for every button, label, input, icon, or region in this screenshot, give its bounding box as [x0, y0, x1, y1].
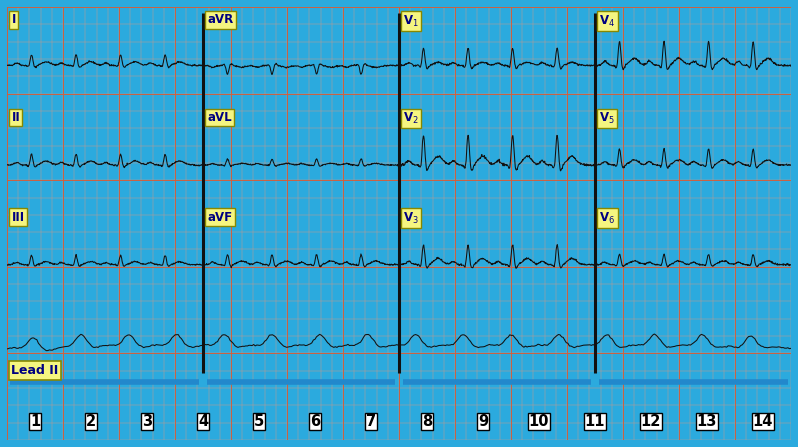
Text: Lead II: Lead II	[11, 364, 59, 377]
Text: 14: 14	[753, 414, 773, 429]
Text: V$_3$: V$_3$	[404, 211, 419, 226]
Text: 2: 2	[86, 414, 96, 429]
Text: 4: 4	[198, 414, 208, 429]
Text: 1: 1	[30, 414, 40, 429]
Text: V$_2$: V$_2$	[404, 111, 419, 126]
Text: V$_4$: V$_4$	[599, 13, 615, 29]
Text: II: II	[11, 111, 20, 124]
Text: aVL: aVL	[207, 111, 232, 124]
Text: 8: 8	[422, 414, 433, 429]
Text: V$_5$: V$_5$	[599, 111, 615, 126]
Text: 12: 12	[641, 414, 662, 429]
Text: 13: 13	[697, 414, 717, 429]
Text: 10: 10	[529, 414, 549, 429]
Text: I: I	[11, 13, 16, 26]
Text: 6: 6	[310, 414, 320, 429]
Text: V$_6$: V$_6$	[599, 211, 615, 226]
Text: 3: 3	[142, 414, 152, 429]
Text: 5: 5	[254, 414, 264, 429]
Text: V$_1$: V$_1$	[404, 13, 419, 29]
Text: 11: 11	[585, 414, 605, 429]
Text: 7: 7	[366, 414, 376, 429]
Text: III: III	[11, 211, 25, 224]
Text: 9: 9	[478, 414, 488, 429]
Text: aVR: aVR	[207, 13, 234, 26]
Text: aVF: aVF	[207, 211, 232, 224]
